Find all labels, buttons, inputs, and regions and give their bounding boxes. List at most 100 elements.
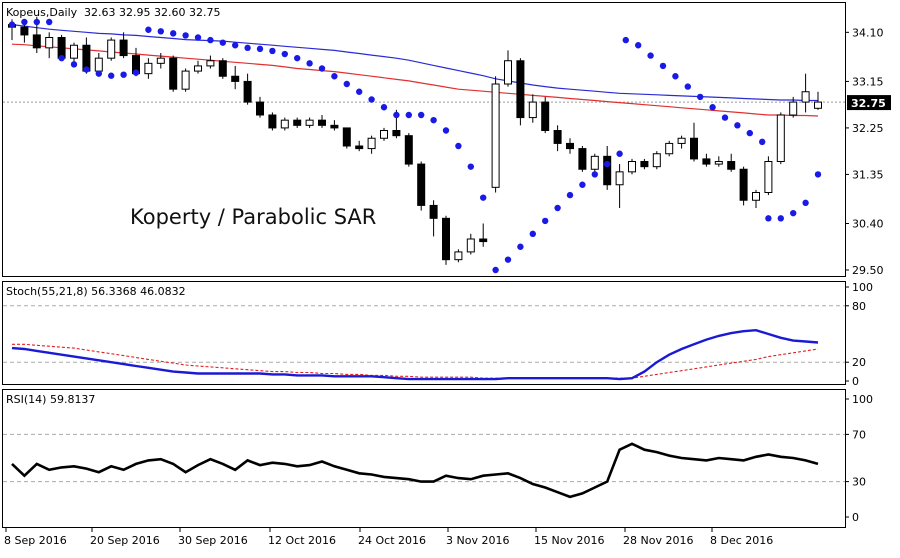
sar-dot [207, 36, 214, 44]
candle-body [293, 119, 302, 126]
ma-blue-line [11, 24, 818, 102]
rsi-tick-label: 100 [852, 393, 873, 406]
rsi-label: RSI(14) 59.8137 [6, 393, 95, 406]
candle [156, 53, 165, 69]
sar-dot [170, 30, 177, 37]
sar-dot [256, 45, 264, 53]
price-tick-label: 31.35 [852, 168, 884, 181]
sar-dot [455, 142, 462, 150]
candle [367, 135, 376, 154]
sar-dot [393, 111, 400, 119]
candle [776, 112, 785, 165]
candle [169, 55, 178, 92]
date-tick-label: 30 Sep 2016 [178, 534, 248, 547]
rsi-tick-label: 0 [852, 511, 859, 524]
ma-red-line [11, 43, 819, 117]
sar-dot [566, 191, 574, 199]
candle-body [454, 251, 463, 261]
candle-body [156, 57, 165, 64]
sar-dot [318, 65, 326, 72]
candle [801, 73, 810, 113]
sar-dot [579, 181, 586, 188]
current-price-tag [847, 95, 891, 111]
candle [355, 140, 364, 152]
stoch-label: Stoch(55,21,8) 56.3368 46.0832 [6, 285, 186, 298]
current-price-label: 32.75 [851, 97, 886, 110]
candle-body [466, 238, 475, 253]
candle-body [32, 34, 41, 49]
candle-body [45, 37, 54, 49]
candle-body [504, 60, 512, 85]
sar-dot [157, 28, 164, 35]
sar-dot [709, 104, 716, 111]
candle-body [590, 155, 599, 170]
candle-body [429, 204, 438, 219]
candle-body [194, 65, 202, 72]
price-tick-label: 29.50 [852, 264, 884, 277]
candle-body [702, 158, 711, 165]
sar-dot [442, 127, 450, 134]
sar-dot [281, 50, 288, 58]
sar-dot [343, 80, 350, 88]
date-tick-label: 20 Sep 2016 [90, 534, 160, 547]
sar-dot [294, 54, 301, 62]
candle-body [652, 153, 661, 168]
sar-dot [430, 116, 437, 124]
date-tick-label: 8 Sep 2016 [4, 534, 67, 547]
candle-body [528, 101, 537, 119]
stoch-tick-label: 20 [852, 356, 866, 369]
candle [144, 58, 153, 79]
candle [206, 55, 215, 69]
rsi-tick-label: 70 [852, 428, 866, 441]
sar-dot [814, 171, 822, 178]
sar-dot [647, 52, 654, 59]
candle-body [628, 161, 636, 173]
candle-body [280, 119, 289, 129]
rsi-tick-label: 30 [852, 476, 866, 489]
candle-body [578, 148, 587, 170]
candle [429, 200, 438, 237]
moving-average-red [11, 43, 819, 117]
candle [70, 42, 78, 64]
candle-body [541, 101, 550, 132]
candle [504, 50, 512, 87]
rsi-line [11, 442, 819, 499]
price-current-tag: 32.75 [847, 95, 891, 111]
sar-dot [504, 256, 512, 263]
sar-dot [759, 138, 766, 146]
candle [628, 158, 636, 175]
sar-dot [517, 243, 524, 250]
sar-dot [405, 111, 412, 119]
candle [305, 117, 314, 128]
rsi-panel-frame [2, 389, 846, 528]
candle-body [256, 101, 264, 116]
candle [541, 96, 550, 134]
date-tick-label: 12 Oct 2016 [268, 534, 336, 547]
sar-dot [244, 44, 251, 52]
candle-body [491, 83, 500, 188]
candle-body [218, 60, 227, 77]
candle [380, 127, 388, 141]
candle-body [243, 80, 252, 103]
candle [20, 22, 29, 43]
candle-body [603, 155, 612, 186]
candle [566, 138, 574, 154]
candle [231, 65, 240, 90]
sar-dot [591, 171, 598, 178]
candle [293, 117, 302, 128]
candle-body [714, 161, 723, 165]
candle [528, 94, 537, 123]
candle [404, 133, 413, 167]
candle [256, 96, 264, 118]
sar-dot [659, 62, 667, 70]
stoch-tick-label: 0 [852, 375, 859, 388]
candle-body [20, 26, 29, 36]
sar-dot [331, 73, 338, 80]
sar-dot [777, 215, 784, 222]
stoch-signal-line [12, 343, 819, 379]
sar-dot [697, 93, 704, 101]
sar-dot [8, 21, 16, 28]
candle-body [107, 39, 116, 59]
candle [516, 58, 525, 126]
candle [553, 125, 562, 152]
